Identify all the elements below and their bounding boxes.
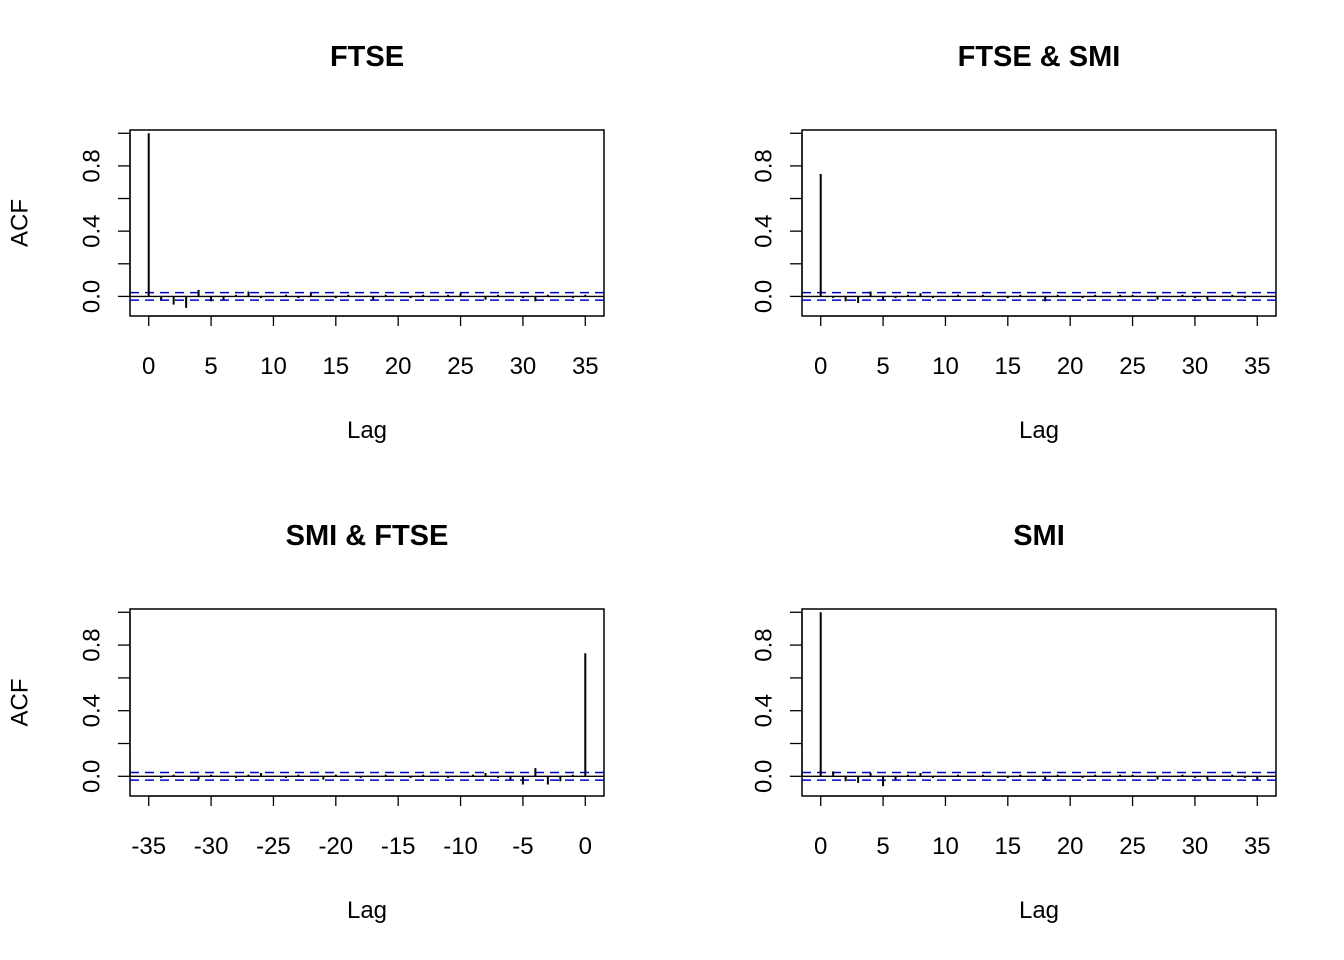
x-tick-label: -35: [131, 833, 166, 860]
acf-panel-1: FTSE & SMI 0 5 10 15 20 25 30 35 Lag 0.0 0.4 0.8: [751, 41, 1277, 444]
acf-panel-3: SMI 0 5 10 15 20 25 30 35 Lag 0.0 0.4 0.8: [751, 520, 1277, 924]
x-tick-label: 30: [1182, 833, 1209, 860]
x-tick-label: -20: [318, 833, 353, 860]
x-tick-label: 5: [876, 833, 889, 860]
x-tick-label: 30: [1182, 353, 1209, 380]
y-tick-label: 0.0: [751, 280, 778, 313]
x-tick-label: 10: [932, 353, 959, 380]
y-tick-label: 0.4: [79, 694, 106, 727]
x-tick-label: 5: [204, 353, 217, 380]
x-tick-label: 5: [876, 353, 889, 380]
acf-panel-0: FTSE 0 5 10 15 20 25 30 35 Lag 0.0 0.4 0.8 ACF: [7, 41, 605, 444]
y-tick-label: 0.0: [751, 760, 778, 793]
x-tick-label: -30: [194, 833, 229, 860]
x-tick-label: 20: [1057, 353, 1084, 380]
y-tick-label: 0.0: [79, 280, 106, 313]
x-tick-label: 25: [1119, 833, 1146, 860]
panel-title: FTSE & SMI: [958, 41, 1121, 73]
y-tick-label: 0.8: [79, 149, 106, 182]
acf-panel-2: SMI & FTSE -35 -30 -25 -20 -15 -10 -5 0 Lag 0.0 0.4…: [7, 520, 605, 924]
y-tick-label: 0.8: [79, 628, 106, 661]
x-tick-label: 0: [814, 353, 827, 380]
panel-title: SMI: [1013, 520, 1065, 552]
x-tick-label: 15: [994, 353, 1021, 380]
y-tick-label: 0.4: [751, 694, 778, 727]
y-axis-label: ACF: [7, 679, 34, 727]
x-tick-label: 10: [932, 833, 959, 860]
x-tick-label: -25: [256, 833, 291, 860]
x-tick-label: 25: [447, 353, 474, 380]
x-tick-label: -5: [512, 833, 533, 860]
x-tick-label: 10: [260, 353, 287, 380]
x-tick-label: 15: [994, 833, 1021, 860]
x-axis-label: Lag: [347, 897, 387, 924]
x-tick-label: -10: [443, 833, 478, 860]
y-tick-label: 0.4: [79, 214, 106, 247]
plot-frame: [801, 608, 1277, 797]
x-tick-label: 20: [1057, 833, 1084, 860]
x-tick-label: -15: [381, 833, 416, 860]
x-tick-label: 0: [579, 833, 592, 860]
y-tick-label: 0.0: [79, 760, 106, 793]
y-tick-label: 0.4: [751, 214, 778, 247]
x-tick-label: 35: [1244, 833, 1271, 860]
x-tick-label: 35: [572, 353, 599, 380]
y-axis-label: ACF: [7, 199, 34, 247]
x-tick-label: 20: [385, 353, 412, 380]
plot-frame: [129, 129, 605, 317]
y-tick-label: 0.8: [751, 149, 778, 182]
x-tick-label: 35: [1244, 353, 1271, 380]
plot-frame: [129, 608, 605, 797]
x-tick-label: 30: [510, 353, 537, 380]
x-axis-label: Lag: [1019, 417, 1059, 444]
x-tick-label: 0: [814, 833, 827, 860]
x-tick-label: 0: [142, 353, 155, 380]
x-tick-label: 15: [322, 353, 349, 380]
x-axis-label: Lag: [1019, 897, 1059, 924]
panel-title: SMI & FTSE: [286, 520, 449, 552]
x-axis-label: Lag: [347, 417, 387, 444]
x-tick-label: 25: [1119, 353, 1146, 380]
y-tick-label: 0.8: [751, 628, 778, 661]
plot-frame: [801, 129, 1277, 317]
panel-title: FTSE: [330, 41, 404, 73]
